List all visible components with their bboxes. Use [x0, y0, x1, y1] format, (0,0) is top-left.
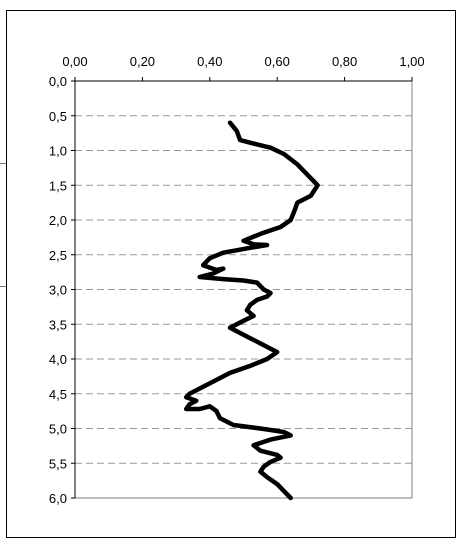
- series-layer: [183, 120, 320, 501]
- chart-frame: 0,0 0,5 1,0 1,5 2,0 2,5 3,0 3,5 4,0 4,5 5,0 5,5 6,0 0…: [6, 10, 456, 538]
- y-tick-label: 0,0: [49, 74, 67, 89]
- gridlines: [75, 115, 412, 464]
- series-line: [183, 120, 320, 501]
- edge-tick-mark: [0, 286, 6, 287]
- x-tick-label: 0,00: [62, 54, 87, 69]
- y-tick-label: 1,5: [49, 178, 67, 193]
- axes: [71, 77, 413, 499]
- x-tick-label: 0,80: [332, 54, 357, 69]
- tick-labels: 0,0 0,5 1,0 1,5 2,0 2,5 3,0 3,5 4,0 4,5 5,0 5,5 6,0 0…: [49, 54, 425, 506]
- y-tick-label: 0,5: [49, 109, 67, 124]
- x-tick-label: 0,40: [197, 54, 222, 69]
- y-tick-label: 3,5: [49, 317, 67, 332]
- x-tick-label: 1,00: [399, 54, 424, 69]
- edge-tick-mark: [0, 163, 6, 164]
- x-tick-label: 0,20: [130, 54, 155, 69]
- y-tick-label: 2,5: [49, 248, 67, 263]
- y-tick-label: 5,5: [49, 456, 67, 471]
- y-tick-label: 3,0: [49, 283, 67, 298]
- y-tick-label: 6,0: [49, 491, 67, 506]
- x-tick-label: 0,60: [265, 54, 290, 69]
- y-tick-label: 2,0: [49, 213, 67, 228]
- y-tick-label: 4,5: [49, 387, 67, 402]
- depth-profile-chart: 0,0 0,5 1,0 1,5 2,0 2,5 3,0 3,5 4,0 4,5 5,0 5,5 6,0 0…: [49, 54, 425, 506]
- y-tick-label: 1,0: [49, 144, 67, 159]
- y-tick-label: 5,0: [49, 422, 67, 437]
- y-tick-label: 4,0: [49, 352, 67, 367]
